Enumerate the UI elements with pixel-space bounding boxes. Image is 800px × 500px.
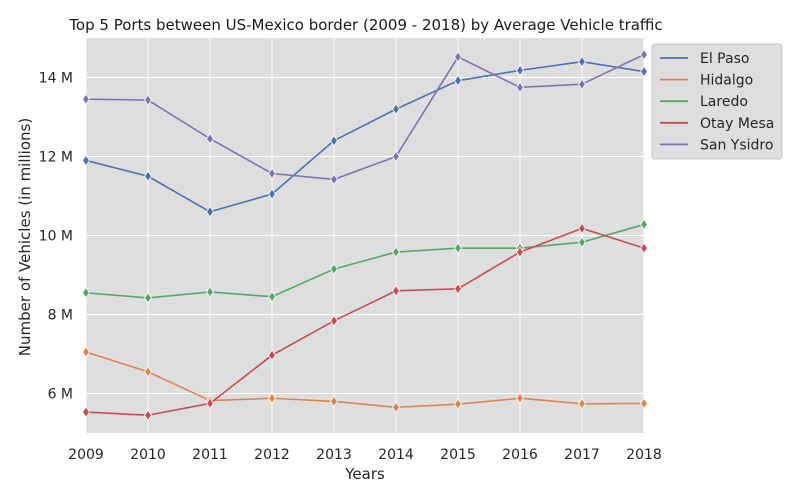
data-point-el-paso bbox=[82, 154, 90, 167]
data-point-laredo bbox=[330, 263, 338, 275]
data-point-laredo bbox=[144, 292, 152, 304]
data-point-otay-mesa bbox=[82, 406, 90, 418]
data-point-san-ysidro bbox=[330, 173, 338, 186]
series-line-el-paso bbox=[85, 60, 645, 213]
data-point-hidalgo bbox=[640, 397, 648, 410]
x-axis-ticks: 2009 2010 2011 2012 2013 2014 2015 2016 2017 2018 bbox=[68, 447, 662, 463]
series-el-paso bbox=[82, 56, 648, 218]
data-point-otay-mesa bbox=[516, 246, 524, 258]
series-hidalgo bbox=[82, 346, 648, 414]
x-tick-label: 2018 bbox=[626, 447, 662, 463]
data-point-hidalgo bbox=[144, 366, 152, 378]
legend-label-hidalgo: Hidalgo bbox=[700, 73, 753, 89]
series-laredo bbox=[82, 218, 648, 304]
data-point-san-ysidro bbox=[516, 81, 524, 94]
y-tick-label: 8 M bbox=[48, 308, 73, 324]
data-point-otay-mesa bbox=[392, 285, 400, 297]
chart-title: Top 5 Ports between US-Mexico border (20… bbox=[68, 16, 662, 34]
data-point-laredo bbox=[454, 242, 462, 254]
data-point-san-ysidro bbox=[268, 167, 276, 180]
data-point-san-ysidro bbox=[640, 48, 648, 61]
series-san-ysidro bbox=[82, 48, 648, 186]
data-point-hidalgo bbox=[578, 398, 586, 410]
data-point-hidalgo bbox=[330, 395, 338, 408]
series-line-hidalgo bbox=[85, 351, 645, 409]
data-point-el-paso bbox=[330, 135, 338, 147]
data-point-san-ysidro bbox=[578, 78, 586, 90]
data-point-laredo bbox=[640, 218, 648, 231]
x-tick-label: 2013 bbox=[316, 447, 352, 463]
series-line-otay-mesa bbox=[85, 227, 645, 417]
data-point-el-paso bbox=[578, 56, 586, 68]
data-point-otay-mesa bbox=[268, 349, 276, 361]
data-point-laredo bbox=[268, 291, 276, 303]
data-point-hidalgo bbox=[82, 346, 90, 358]
x-tick-label: 2015 bbox=[440, 447, 476, 463]
data-point-el-paso bbox=[640, 65, 648, 78]
data-point-el-paso bbox=[392, 103, 400, 115]
x-tick-label: 2011 bbox=[192, 447, 228, 463]
x-tick-label: 2009 bbox=[68, 447, 104, 463]
data-point-san-ysidro bbox=[82, 93, 90, 105]
data-point-san-ysidro bbox=[144, 94, 152, 106]
x-tick-label: 2014 bbox=[378, 447, 414, 463]
series-layer bbox=[82, 48, 648, 421]
data-point-el-paso bbox=[516, 64, 524, 77]
data-point-el-paso bbox=[454, 74, 462, 87]
data-point-otay-mesa bbox=[454, 283, 462, 295]
data-point-el-paso bbox=[268, 188, 276, 200]
x-axis-title: Years bbox=[344, 465, 385, 483]
data-point-san-ysidro bbox=[454, 51, 462, 63]
legend-label-otay-mesa: Otay Mesa bbox=[700, 116, 774, 132]
x-tick-label: 2010 bbox=[130, 447, 166, 463]
legend-label-san-ysidro: San Ysidro bbox=[700, 137, 773, 153]
data-point-san-ysidro bbox=[206, 133, 214, 145]
y-tick-label: 12 M bbox=[39, 150, 73, 166]
y-axis-title: Number of Vehicles (in millions) bbox=[16, 118, 34, 356]
data-point-laredo bbox=[578, 236, 586, 248]
data-point-hidalgo bbox=[516, 392, 524, 404]
series-otay-mesa bbox=[82, 222, 648, 421]
legend-label-el-paso: El Paso bbox=[700, 51, 749, 67]
data-point-hidalgo bbox=[454, 398, 462, 410]
data-point-hidalgo bbox=[392, 401, 400, 414]
data-point-el-paso bbox=[144, 170, 152, 182]
series-line-san-ysidro bbox=[85, 53, 645, 181]
grid-lines bbox=[85, 38, 645, 433]
y-tick-label: 14 M bbox=[39, 71, 73, 87]
data-point-el-paso bbox=[206, 206, 214, 218]
legend-box bbox=[651, 43, 783, 160]
data-point-san-ysidro bbox=[392, 150, 400, 163]
data-point-hidalgo bbox=[268, 392, 276, 404]
x-tick-label: 2012 bbox=[254, 447, 290, 463]
y-tick-label: 6 M bbox=[48, 387, 73, 403]
data-point-laredo bbox=[82, 287, 90, 299]
data-point-laredo bbox=[206, 286, 214, 298]
data-point-otay-mesa bbox=[206, 397, 214, 410]
data-point-otay-mesa bbox=[578, 222, 586, 235]
legend-label-laredo: Laredo bbox=[700, 94, 748, 110]
data-point-otay-mesa bbox=[144, 409, 152, 421]
y-tick-label: 10 M bbox=[39, 229, 73, 245]
data-point-otay-mesa bbox=[330, 315, 338, 327]
data-point-laredo bbox=[392, 246, 400, 258]
y-axis-ticks: 6 M 8 M 10 M 12 M 14 M bbox=[39, 71, 73, 403]
series-line-laredo bbox=[85, 223, 645, 299]
data-point-otay-mesa bbox=[640, 242, 648, 254]
legend: El Paso Hidalgo Laredo Otay Mesa San Ysidro bbox=[651, 43, 783, 160]
x-tick-label: 2016 bbox=[502, 447, 538, 463]
x-tick-label: 2017 bbox=[564, 447, 600, 463]
